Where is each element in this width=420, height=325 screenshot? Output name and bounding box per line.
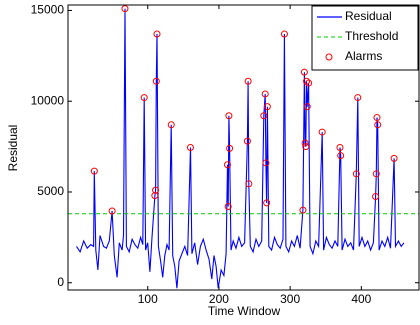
y-tick-label: 15000 bbox=[31, 3, 65, 17]
alarm-marker bbox=[260, 112, 268, 120]
alarm-marker bbox=[305, 79, 313, 87]
alarm-marker bbox=[299, 206, 307, 214]
alarm-marker bbox=[108, 207, 116, 215]
alarm-marker bbox=[263, 103, 271, 111]
alarm-marker bbox=[152, 77, 160, 85]
axes-box bbox=[67, 4, 420, 291]
alarm-marker bbox=[225, 112, 233, 120]
y-axis-label: Residual bbox=[6, 125, 20, 172]
alarm-marker bbox=[244, 77, 252, 85]
y-tick-label: 0 bbox=[57, 275, 64, 289]
alarm-marker bbox=[373, 114, 381, 122]
y-tick-label: 10000 bbox=[31, 93, 65, 107]
alarm-marker bbox=[243, 137, 251, 145]
alarm-marker bbox=[186, 144, 194, 151]
alarm-marker bbox=[245, 180, 253, 188]
x-tick-label: 300 bbox=[280, 292, 300, 306]
alarm-marker bbox=[226, 144, 234, 152]
alarm-marker bbox=[336, 144, 344, 151]
legend-label: Alarms bbox=[345, 49, 382, 63]
alarm-marker bbox=[354, 94, 362, 102]
alarm-marker bbox=[352, 170, 360, 178]
alarm-marker bbox=[152, 186, 160, 194]
x-tick-label: 100 bbox=[138, 292, 158, 306]
alarm-marker bbox=[318, 128, 326, 136]
alarm-marker bbox=[390, 154, 398, 162]
y-tick-label: 5000 bbox=[37, 184, 64, 198]
alarm-marker bbox=[167, 121, 175, 129]
alarm-marker bbox=[261, 90, 269, 98]
alarm-marker bbox=[262, 159, 270, 167]
alarm-marker bbox=[301, 139, 309, 147]
legend-label: Residual bbox=[345, 9, 392, 23]
alarm-marker bbox=[223, 161, 231, 169]
alarm-marker bbox=[372, 170, 380, 178]
alarm-marker bbox=[372, 193, 380, 201]
alarm-marker bbox=[121, 5, 129, 13]
alarm-marker bbox=[300, 68, 308, 76]
alarm-marker bbox=[280, 30, 288, 38]
alarm-marker bbox=[303, 103, 311, 111]
alarm-marker bbox=[90, 167, 98, 175]
alarm-marker bbox=[153, 30, 161, 38]
alarm-marker bbox=[302, 143, 310, 151]
alarm-marker bbox=[224, 202, 232, 210]
alarm-marker bbox=[303, 77, 311, 85]
alarm-marker bbox=[374, 121, 382, 129]
alarm-marker bbox=[263, 199, 271, 207]
legend-label: Threshold bbox=[345, 29, 398, 43]
alarm-marker bbox=[337, 152, 345, 160]
legend-swatch bbox=[325, 53, 333, 61]
x-tick-label: 200 bbox=[209, 292, 229, 306]
residual-line bbox=[76, 8, 405, 289]
x-tick-label: 400 bbox=[351, 292, 371, 306]
x-axis-label: Time Window bbox=[208, 304, 281, 318]
alarm-marker bbox=[140, 94, 148, 102]
